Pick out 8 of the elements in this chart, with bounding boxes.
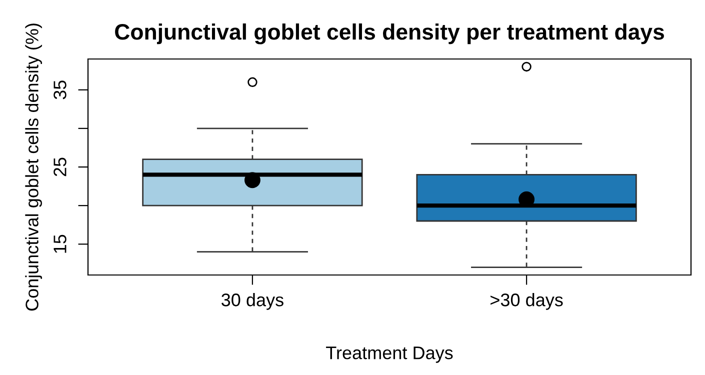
y-tick-label: 25 (54, 158, 66, 176)
y-axis-title: Conjunctival goblet cells density (%) (25, 24, 42, 311)
chart-title: Conjunctival goblet cells density per treatment days (115, 23, 664, 44)
x-tick-label: 30 days (222, 293, 284, 310)
y-tick-label: 15 (54, 234, 66, 253)
x-tick-label: >30 days (490, 293, 563, 310)
x-axis-title: Treatment Days (326, 346, 453, 363)
y-tick-label: 35 (54, 80, 66, 100)
